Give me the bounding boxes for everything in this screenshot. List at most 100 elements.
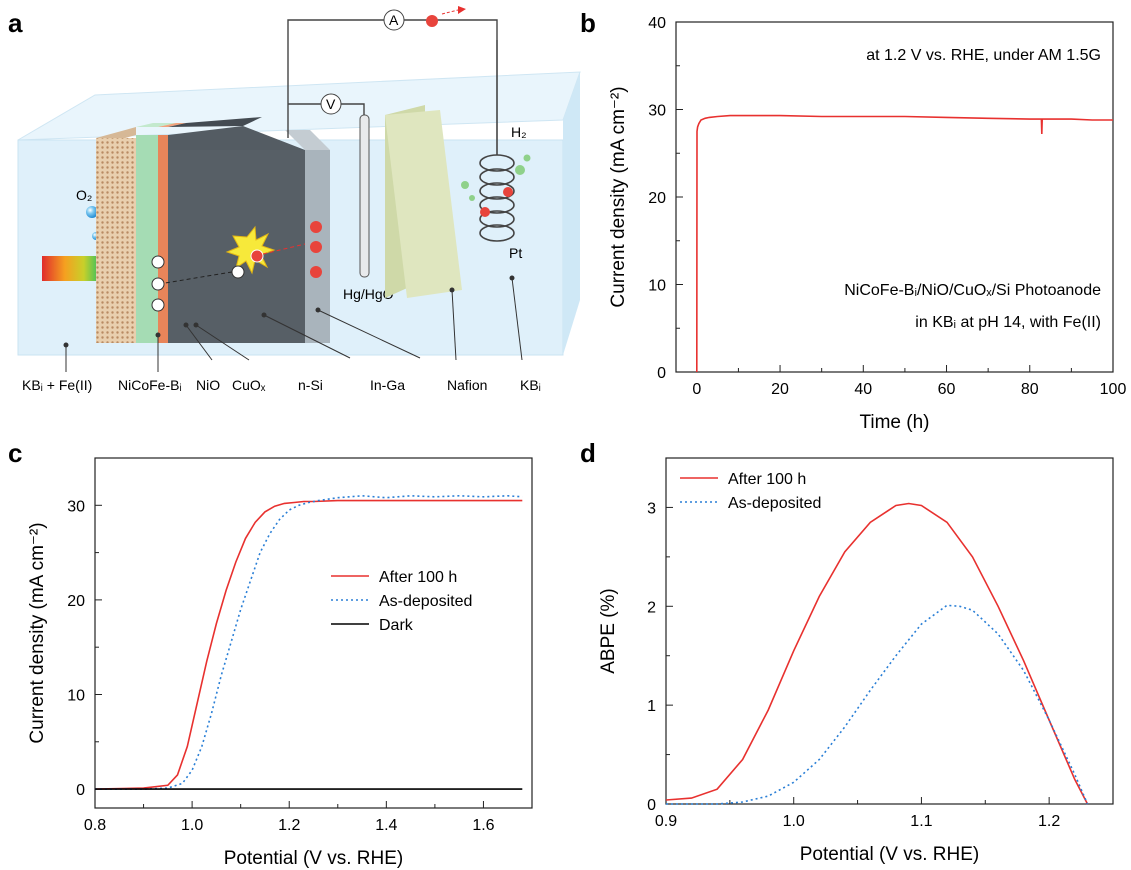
x-tick-label: 40: [854, 381, 872, 398]
label-inga: In-Ga: [370, 377, 405, 393]
series-line-as-deposited: [666, 604, 1089, 805]
panel-letter-b: b: [580, 8, 596, 38]
electron-icon: [310, 241, 322, 253]
y-tick-label: 3: [647, 500, 656, 517]
x-tick-label: 1.4: [375, 817, 397, 834]
electron-icon: [480, 207, 490, 217]
pt-coil: [479, 40, 515, 242]
nsi-face: [168, 150, 305, 343]
label-dot: [315, 307, 321, 313]
h2-bubble: [523, 154, 531, 162]
voltmeter-icon: [320, 93, 342, 115]
hole-path: [164, 271, 233, 284]
inga-top: [285, 130, 330, 150]
hole-icon: [231, 265, 245, 279]
electron-icon: [310, 221, 322, 233]
electron-icon: [503, 187, 513, 197]
plot-frame: [665, 457, 1114, 805]
leader-lines: [65, 277, 523, 372]
electron-path: [262, 243, 306, 255]
pt-label: Pt: [509, 245, 522, 261]
chart-jv-curves: 0.8 1.0 1.2 1.4 1.6 0 10 20 30 Potential (V vs. R…: [27, 457, 533, 869]
x-tick-label: 1.0: [783, 813, 805, 830]
voltmeter-label: V: [326, 96, 336, 112]
x-tick-label: 100: [1100, 381, 1127, 398]
condition-annotation: at 1.2 V vs. RHE, under AM 1.5G: [866, 47, 1101, 64]
panel-letter-d: d: [580, 438, 596, 468]
electron-icon: [310, 266, 322, 278]
x-tick-label: 0: [692, 381, 701, 398]
y-axis-title: Current density (mA cm⁻²): [608, 86, 629, 307]
y-tick-label: 0: [657, 365, 666, 382]
y-tick-label: 2: [647, 599, 656, 616]
ammeter-label: A: [389, 12, 399, 28]
y-tick-label: 30: [648, 103, 666, 120]
voltmeter-circuit: [288, 103, 365, 115]
x-tick-label: 0.9: [655, 813, 677, 830]
label-nio: NiO: [196, 377, 220, 393]
reference-electrode: [359, 114, 370, 278]
plot-frame: [94, 457, 533, 809]
label-catalyst: NiCoFe-Bᵢ: [118, 377, 182, 393]
y-tick-label: 30: [67, 498, 85, 515]
o2-label: O₂: [76, 187, 92, 203]
legend-label: As-deposited: [379, 593, 472, 610]
hole-icon: [151, 298, 165, 312]
x-tick-label: 1.1: [910, 813, 932, 830]
label-nsi: n-Si: [298, 377, 323, 393]
y-axis-title: ABPE (%): [598, 588, 619, 674]
label-electrolyte-right: KBᵢ: [520, 377, 541, 393]
legend-label: Dark: [379, 617, 414, 634]
x-axis-title: Potential (V vs. RHE): [224, 848, 404, 869]
x-tick-label: 20: [771, 381, 789, 398]
electron-icon: [250, 249, 264, 263]
hole-icon: [151, 255, 165, 269]
electron-flow-arrow: [441, 9, 459, 15]
x-tick-label: 80: [1021, 381, 1039, 398]
x-tick-label: 1.2: [278, 817, 300, 834]
panel-letter-c: c: [8, 438, 22, 468]
device-annotation: NiCoFe-Bᵢ/NiO/CuOₓ/Si Photoanode: [844, 282, 1101, 299]
x-axis-title: Time (h): [859, 412, 929, 433]
h2-label: H₂: [511, 124, 527, 140]
series-line-as-deposited: [95, 494, 523, 790]
x-axis-title: Potential (V vs. RHE): [800, 844, 980, 865]
label-dot: [509, 275, 515, 281]
panel-letter-a: a: [8, 8, 23, 38]
bubble: [86, 206, 98, 218]
chart-abpe: 0.9 1.0 1.1 1.2 0 1 2 3 Potential (V vs. RHE) ABP…: [598, 457, 1114, 865]
series-line-current: [695, 114, 1113, 373]
cuox-layer: [158, 135, 168, 343]
label-cuox: CuOₓ: [232, 377, 266, 393]
label-dot: [155, 332, 161, 338]
series-line-after-100-h: [94, 499, 523, 790]
reference-label: Hg/HgO: [343, 286, 394, 302]
y-tick-label: 20: [67, 593, 85, 610]
y-tick-label: 10: [648, 278, 666, 295]
catalyst-layer: [96, 138, 136, 343]
y-tick-label: 0: [76, 782, 85, 799]
y-axis-title: Current density (mA cm⁻²): [27, 522, 48, 743]
tank-top: [17, 71, 581, 141]
nafion-membrane: [385, 110, 462, 298]
electron-icon: [426, 15, 438, 27]
x-tick-label: 1.6: [472, 817, 494, 834]
arrow-head-icon: [458, 6, 466, 14]
h2-bubble: [515, 165, 525, 175]
legend-label: As-deposited: [728, 495, 821, 512]
chart-stability: 0 20 40 60 80 100 0 10 20 30 40 Time (h) Current den…: [608, 15, 1126, 433]
ammeter-icon: [383, 9, 405, 31]
cuox-top: [158, 123, 186, 127]
label-dot: [449, 287, 455, 293]
x-tick-label: 0.8: [84, 817, 106, 834]
x-tick-label: 60: [938, 381, 956, 398]
pec-cell-schematic: O₂ Hg/HgO: [17, 6, 581, 393]
y-tick-label: 10: [67, 687, 85, 704]
label-dot: [183, 322, 189, 328]
y-tick-label: 20: [648, 190, 666, 207]
y-tick-label: 0: [647, 797, 656, 814]
h2-bubble: [469, 195, 475, 201]
label-dot: [193, 322, 199, 328]
y-tick-label: 1: [647, 698, 656, 715]
